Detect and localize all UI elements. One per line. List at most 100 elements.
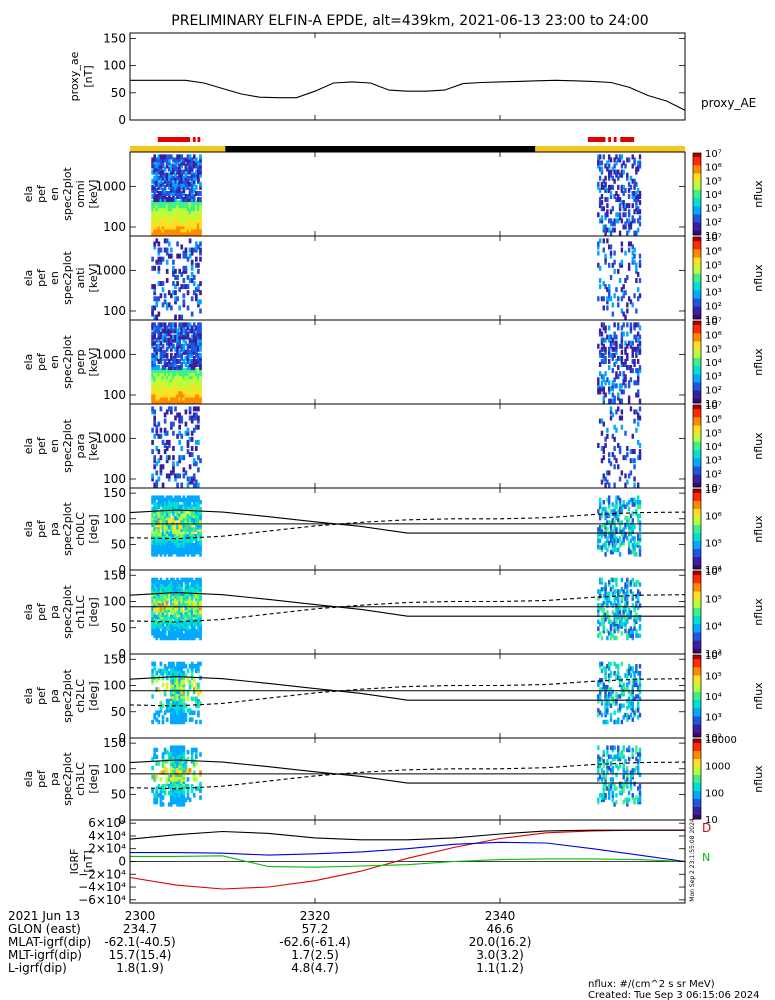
- spectrogram-cell: [165, 515, 169, 521]
- spectrogram-cell: [624, 358, 627, 364]
- spectrogram-cell: [626, 352, 629, 358]
- colorbar-3-cell: [693, 321, 701, 326]
- spectrogram-cell: [176, 169, 179, 175]
- spectrogram-cell: [182, 160, 186, 166]
- spectrogram-cell: [153, 527, 157, 532]
- spectrogram-cell: [190, 383, 194, 389]
- spectrogram-cell: [194, 163, 198, 169]
- spectrogram-cell: [190, 600, 194, 606]
- spectrogram-cell: [153, 290, 157, 296]
- spectrogram-cell: [638, 712, 642, 718]
- colorbar-8-cell: [693, 803, 701, 808]
- spectrogram-cell: [170, 506, 173, 512]
- spectrogram-cell: [197, 621, 200, 627]
- spectrogram-cell: [633, 160, 636, 166]
- spectrogram-cell: [172, 221, 175, 227]
- colorbar-8-cell: [693, 759, 701, 764]
- spectrogram-cell: [176, 392, 179, 398]
- spectrogram-cell: [151, 580, 154, 585]
- spectrogram-cell: [636, 770, 640, 775]
- spectrogram-cell: [197, 392, 200, 398]
- spectrogram-cell: [184, 230, 188, 236]
- spectrogram-cell: [165, 600, 169, 606]
- spectrogram-cell: [165, 598, 169, 604]
- spectrogram-cell: [161, 287, 165, 293]
- spectrogram-cell: [633, 536, 636, 541]
- spectrogram-cell: [165, 238, 169, 244]
- spectrogram-cell: [163, 749, 167, 755]
- spectrogram-cell: [155, 343, 159, 349]
- spectrogram-cell: [153, 305, 157, 311]
- spectrogram-cell: [174, 781, 177, 787]
- spectrogram-cell: [153, 392, 157, 398]
- spectrogram-cell: [615, 675, 618, 681]
- spectrogram-cell: [186, 256, 190, 262]
- spectrogram-cell: [174, 624, 177, 629]
- spectrogram-cell: [626, 172, 629, 178]
- spectrogram-cell: [638, 221, 642, 227]
- spectrogram-cell: [194, 157, 198, 163]
- colorbar-8-cell: [693, 743, 701, 748]
- spectrogram-cell: [167, 502, 171, 507]
- spectrogram-cell: [182, 392, 186, 398]
- spectrogram-cell: [180, 577, 184, 583]
- spectrogram-cell: [197, 527, 200, 532]
- spectrogram-cell: [180, 668, 184, 674]
- spectrogram-cell: [176, 160, 179, 166]
- spectrogram-cell: [600, 383, 604, 389]
- spectrogram-cell: [194, 352, 198, 358]
- spectrogram-cell: [180, 752, 184, 757]
- spectrogram-cell: [600, 160, 604, 166]
- spectrogram-cell: [167, 586, 171, 592]
- spectrogram-cell: [178, 352, 182, 358]
- spectrogram-cell: [178, 591, 182, 597]
- spectrogram-cell: [176, 215, 179, 221]
- spectrogram-cell: [167, 215, 171, 221]
- spectrogram-cell: [192, 763, 196, 769]
- spectrogram-cell: [624, 206, 627, 212]
- spectrogram-cell: [167, 633, 171, 638]
- spectrogram-cell: [190, 591, 194, 597]
- spectrogram-cell: [609, 274, 613, 280]
- colorbar-1-tick: 10⁶: [705, 163, 722, 174]
- spectrogram-cell: [618, 154, 622, 160]
- spectrogram-cell: [182, 178, 186, 184]
- spectrogram-cell: [622, 212, 625, 218]
- spectrogram-cell: [186, 274, 190, 280]
- spectrogram-cell: [602, 774, 605, 780]
- spectrogram-cell: [199, 200, 202, 206]
- spectrogram-cell: [159, 163, 163, 169]
- spectrogram-cell: [159, 331, 163, 337]
- spectrogram-cell: [157, 215, 161, 221]
- spectrogram-cell: [617, 589, 620, 594]
- spectrogram-cell: [151, 589, 154, 594]
- spectrogram-cell: [178, 694, 182, 699]
- spectrogram-cell: [153, 605, 157, 611]
- spectrogram-cell: [186, 439, 190, 445]
- spectrogram-cell: [194, 389, 198, 395]
- spectrogram-cell: [172, 389, 175, 395]
- colorbar-5-cell: [693, 545, 701, 550]
- spectrogram-cell: [188, 374, 192, 380]
- spectrogram-cell: [151, 377, 154, 383]
- spectrogram-cell: [153, 377, 157, 383]
- spectrogram-cell: [178, 673, 182, 678]
- spectrogram-cell: [170, 322, 173, 328]
- spectrogram-cell: [190, 631, 194, 636]
- spectrogram-cell: [170, 765, 173, 771]
- spectrogram-cell: [631, 524, 634, 530]
- spectrogram-cell: [167, 383, 171, 389]
- spectrogram-cell: [192, 412, 196, 418]
- spectrogram-cell: [182, 779, 186, 784]
- spectrogram-cell: [174, 603, 177, 608]
- colorbar-1-cell: [693, 189, 701, 195]
- spectrogram-cell: [174, 355, 177, 361]
- spectrogram-cell: [631, 768, 634, 773]
- spectrogram-cell: [622, 745, 625, 750]
- spectrogram-cell: [172, 509, 175, 514]
- ylabel-3-3: spec2plot: [61, 335, 74, 389]
- spectrogram-cell: [606, 377, 609, 383]
- spectrogram-cell: [153, 355, 157, 361]
- spectrogram-cell: [178, 607, 182, 613]
- spectrogram-cell: [153, 661, 157, 667]
